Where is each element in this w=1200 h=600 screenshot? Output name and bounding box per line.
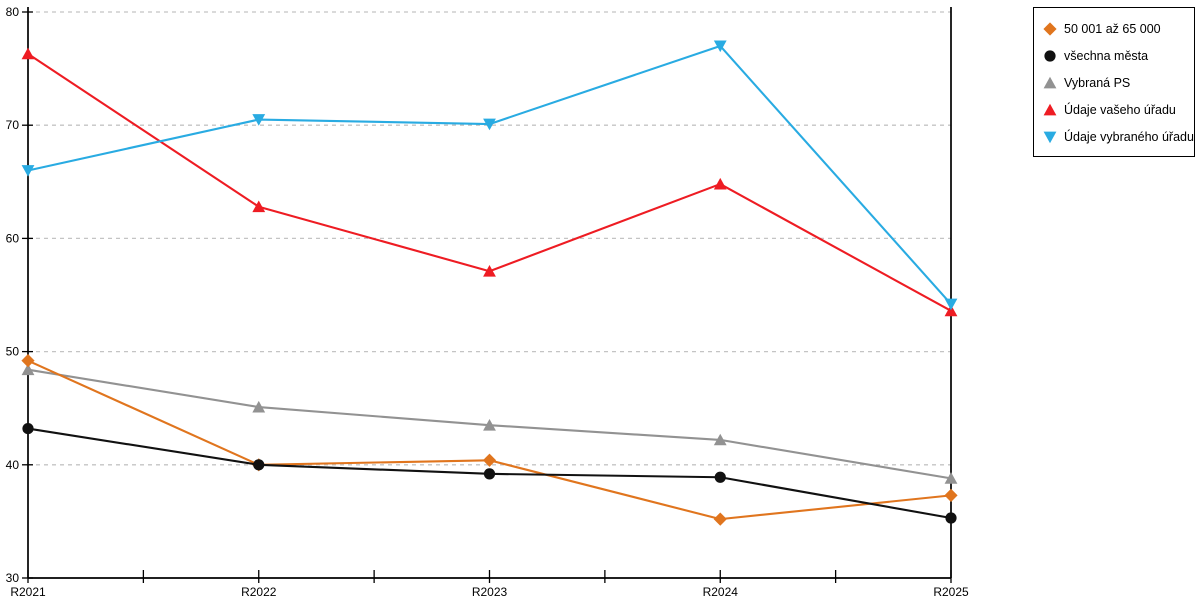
y-tick-label: 70 (6, 118, 20, 132)
x-tick-label: R2022 (241, 585, 277, 599)
diamond-marker (713, 512, 727, 526)
legend-label: Vybraná PS (1064, 75, 1131, 90)
diamond-marker (482, 453, 497, 467)
triangle-up-marker (483, 265, 496, 277)
y-tick-label: 40 (6, 458, 20, 472)
chart-legend: 50 001 až 65 000 všechna města Vybraná PS Ú… (1033, 7, 1195, 157)
triangle-up-marker (944, 472, 958, 484)
legend-item: Vybraná PS (1034, 69, 1194, 96)
triangle-down-marker (21, 165, 35, 177)
legend-item: všechna města (1034, 42, 1194, 69)
diamond-marker (944, 488, 958, 502)
circle-icon (1044, 49, 1056, 62)
triangle-down-marker (252, 114, 266, 126)
triangle-up-icon (1043, 76, 1057, 88)
y-tick-label: 50 (6, 345, 20, 359)
diamond-icon (1043, 21, 1057, 36)
y-tick-label: 60 (6, 231, 20, 245)
triangle-up-marker (252, 200, 266, 213)
triangle-down-icon (1043, 131, 1057, 143)
triangle-up-marker (713, 433, 727, 446)
circle-marker (945, 512, 957, 524)
line-chart-canvas: 30 40 50 60 70 80 R2021 R2022 R2023 R2024 R2025 (6, 5, 969, 599)
diamond-marker (21, 354, 35, 368)
legend-item: Údaje vašeho úřadu (1034, 96, 1194, 123)
legend-item: Údaje vybraného úřadu (1034, 123, 1194, 150)
y-tick-label: 80 (6, 5, 20, 19)
triangle-up-marker (944, 304, 958, 317)
legend-label: Údaje vašeho úřadu (1064, 102, 1176, 117)
legend-item: 50 001 až 65 000 (1034, 15, 1194, 42)
triangle-up-marker (252, 400, 266, 413)
circle-marker (483, 468, 496, 480)
triangle-up-marker (483, 418, 496, 431)
x-tick-label: R2021 (10, 585, 46, 599)
series-line (27, 359, 952, 521)
y-tick-label: 30 (6, 571, 20, 585)
triangle-up-marker (713, 177, 727, 190)
circle-marker (714, 471, 726, 483)
triangle-up-marker (21, 363, 35, 376)
triangle-up-marker (21, 47, 35, 60)
triangle-down-marker (944, 298, 958, 311)
triangle-down-marker (483, 118, 496, 131)
triangle-up-icon (1043, 103, 1057, 115)
triangle-down-marker (713, 40, 727, 53)
x-tick-label: R2025 (933, 585, 969, 599)
x-tick-label: R2023 (472, 585, 508, 599)
legend-label: Údaje vybraného úřadu (1064, 129, 1194, 144)
x-tick-label: R2024 (703, 585, 739, 599)
legend-label: 50 001 až 65 000 (1064, 21, 1161, 36)
legend-label: všechna města (1064, 48, 1149, 63)
circle-marker (22, 422, 34, 435)
circle-marker (253, 459, 265, 471)
